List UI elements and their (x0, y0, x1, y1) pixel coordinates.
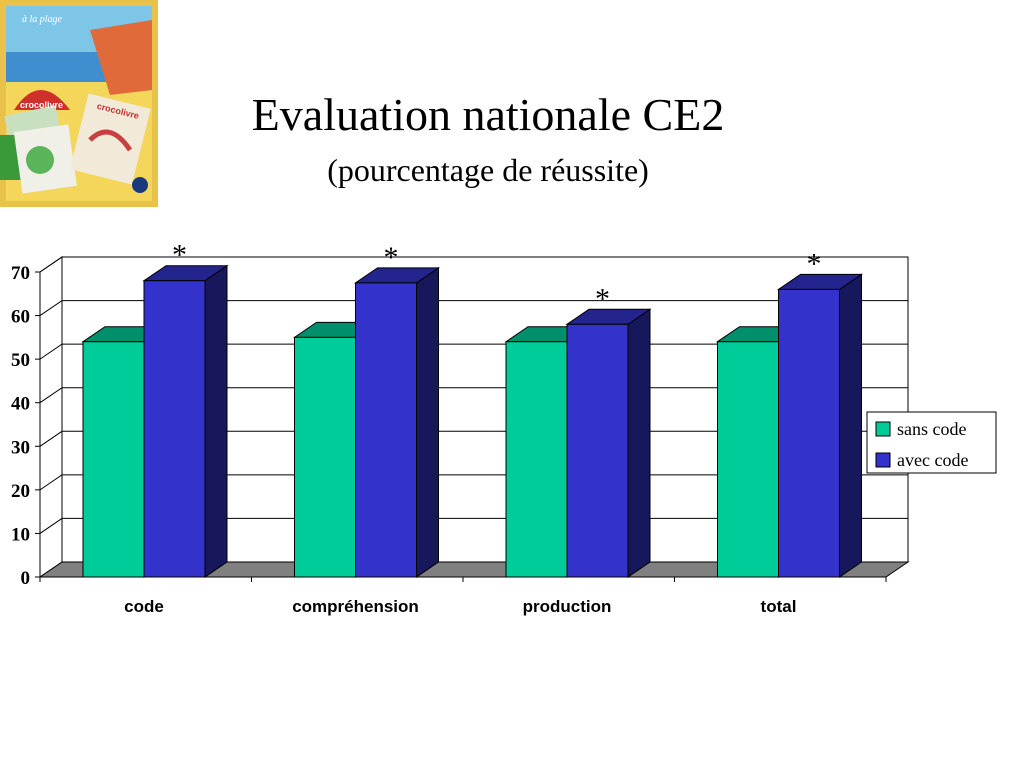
gridline-6 (39, 300, 908, 316)
slide-title: Evaluation nationale CE2 (251, 89, 725, 140)
bar-side (204, 264, 228, 578)
book-covers-photo: à la plage crocolivre crocolivre (0, 0, 158, 207)
bar (778, 288, 840, 578)
bar (505, 341, 568, 578)
chart-side-wall (39, 256, 63, 578)
x-category-label: code (124, 597, 164, 616)
bar-chart: 0 10 20 30 40 50 60 70 * code * compréhension * produ… (0, 230, 1024, 630)
y-tick-label: 30 (11, 437, 30, 458)
y-tick-label: 70 (11, 263, 30, 284)
legend-swatch (875, 452, 891, 468)
y-tick-label: 60 (11, 307, 30, 328)
x-category-label: production (523, 597, 612, 616)
legend-label: sans code (897, 419, 966, 439)
x-category-label: compréhension (292, 597, 419, 616)
y-tick-label: 50 (11, 350, 30, 371)
gridline-7 (39, 256, 908, 273)
x-category-label: total (761, 597, 797, 616)
photo-book-brand: crocolivre (20, 100, 63, 110)
y-tick-label: 10 (11, 524, 30, 545)
bar-side (627, 308, 651, 578)
significance-marker: * (595, 282, 610, 315)
bar (717, 341, 779, 578)
significance-marker: * (384, 241, 399, 274)
bar-side (416, 266, 439, 578)
slide-subtitle: (pourcentage de réussite) (327, 152, 649, 188)
significance-marker: * (172, 239, 187, 272)
y-tick-label: 20 (11, 481, 30, 502)
bar-chart-svg: 0 10 20 30 40 50 60 70 * code * compréhension * produ… (11, 239, 997, 616)
y-tick-label: 0 (21, 568, 31, 589)
legend-label: avec code (897, 450, 968, 470)
bar (143, 280, 206, 578)
y-tick-label: 40 (11, 394, 30, 415)
bar (294, 336, 356, 578)
legend-swatch (875, 421, 891, 437)
photo-title-text: à la plage (22, 14, 63, 25)
bar (82, 341, 145, 578)
bar (566, 323, 629, 578)
bar-side (839, 273, 862, 578)
significance-marker: * (807, 247, 822, 280)
bar (355, 282, 417, 578)
